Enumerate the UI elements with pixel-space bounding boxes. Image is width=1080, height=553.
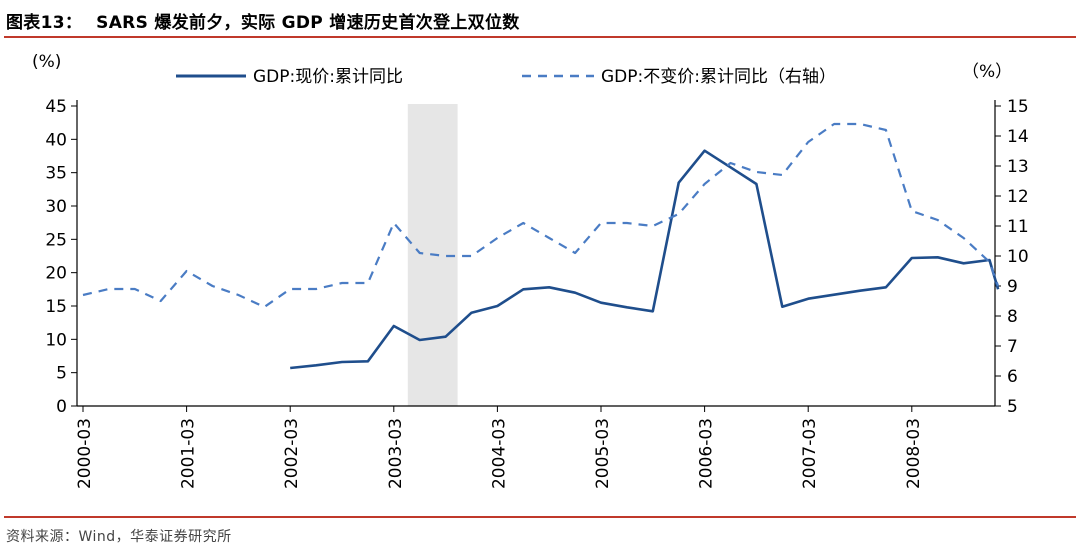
source-note: 资料来源：Wind，华泰证券研究所 bbox=[6, 529, 232, 545]
left-tick-label: 20 bbox=[45, 264, 67, 284]
right-tick-label: 5 bbox=[1007, 397, 1018, 417]
x-tick-label: 2006-03 bbox=[697, 418, 717, 489]
x-tick-label: 2007-03 bbox=[800, 418, 820, 489]
right-tick-label: 14 bbox=[1007, 127, 1029, 147]
right-tick-label: 10 bbox=[1007, 247, 1029, 267]
source-divider bbox=[4, 516, 1076, 518]
figure-title-text: SARS 爆发前夕，实际 GDP 增速历史首次登上双位数 bbox=[96, 13, 520, 33]
left-tick-label: 25 bbox=[45, 230, 67, 250]
x-tick-label: 2003-03 bbox=[386, 418, 406, 489]
x-tick-label: 2004-03 bbox=[489, 418, 509, 489]
right-tick-label: 11 bbox=[1007, 217, 1029, 237]
left-tick-label: 45 bbox=[45, 97, 67, 117]
x-tick-label: 2001-03 bbox=[179, 418, 199, 489]
legend-label-nominal: GDP:现价:累计同比 bbox=[253, 67, 403, 87]
left-tick-label: 30 bbox=[45, 197, 67, 217]
left-tick-label: 10 bbox=[45, 330, 67, 350]
left-tick-label: 15 bbox=[45, 297, 67, 317]
right-tick-label: 6 bbox=[1007, 367, 1018, 387]
right-axis-unit: （%） bbox=[962, 62, 1012, 82]
x-tick-label: 2008-03 bbox=[904, 418, 924, 489]
series-real-gdp-line bbox=[82, 122, 1000, 309]
left-tick-label: 40 bbox=[45, 130, 67, 150]
right-tick-label: 15 bbox=[1007, 97, 1029, 117]
title-divider bbox=[4, 36, 1076, 38]
series-nominal-gdp-line bbox=[290, 149, 1000, 370]
right-tick-label: 13 bbox=[1007, 157, 1029, 177]
right-tick-label: 8 bbox=[1007, 307, 1018, 327]
right-tick-label: 9 bbox=[1007, 277, 1018, 297]
x-tick-label: 2000-03 bbox=[75, 418, 95, 489]
x-tick-label: 2005-03 bbox=[593, 418, 613, 489]
x-tick-label: 2002-03 bbox=[282, 418, 302, 489]
figure-number: 图表13： bbox=[6, 13, 83, 33]
left-tick-label: 0 bbox=[56, 397, 67, 417]
right-tick-label: 7 bbox=[1007, 337, 1018, 357]
left-tick-label: 5 bbox=[56, 364, 67, 384]
figure-title: 图表13： SARS 爆发前夕，实际 GDP 增速历史首次登上双位数 bbox=[6, 8, 520, 33]
legend-label-real: GDP:不变价:累计同比（右轴） bbox=[601, 67, 836, 87]
left-axis-unit: (%) bbox=[32, 52, 61, 72]
right-tick-label: 12 bbox=[1007, 187, 1029, 207]
left-tick-label: 35 bbox=[45, 164, 67, 184]
